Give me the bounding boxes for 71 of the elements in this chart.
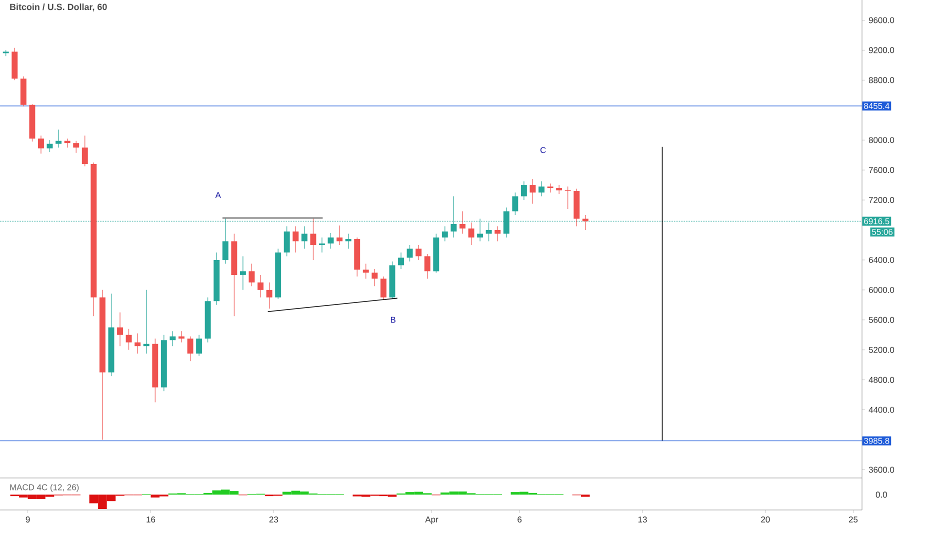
- y-tick-label: 7600.0: [868, 167, 894, 174]
- candlestick: [240, 256, 246, 290]
- annotation: C: [540, 147, 546, 154]
- candlestick: [266, 282, 272, 309]
- text: 0.0: [876, 492, 887, 498]
- candlestick: [442, 226, 448, 242]
- candlestick: [248, 263, 255, 286]
- candlestick: [187, 336, 194, 362]
- y-tick-label: 6400.0: [868, 256, 894, 263]
- candlestick: [486, 222, 492, 242]
- candlestick: [46, 140, 53, 152]
- candlestick: [424, 254, 430, 279]
- candlestick: [38, 135, 44, 154]
- candlestick: [416, 244, 422, 260]
- candlestick: [284, 226, 290, 257]
- candlestick: [556, 184, 562, 194]
- candlestick: [126, 328, 132, 350]
- candlestick: [459, 210, 466, 234]
- candlestick: [372, 268, 378, 286]
- candlestick: [318, 237, 325, 253]
- candlestick: [398, 252, 404, 270]
- candlestick: [582, 214, 588, 230]
- candlestick: [520, 180, 527, 200]
- candlestick: [301, 226, 308, 250]
- candlestick: [512, 192, 518, 216]
- chart-title: MACD 4C (12, 26): [10, 484, 79, 492]
- x-tick-label: 23: [269, 516, 278, 522]
- candlestick: [494, 226, 501, 242]
- candlestick: [134, 333, 141, 354]
- x-tick-label: 25: [848, 516, 858, 522]
- annotation: A: [215, 192, 221, 198]
- candlestick: [73, 140, 80, 154]
- candlestick: [117, 312, 124, 346]
- candlestick: [328, 232, 334, 250]
- candlestick: [196, 334, 202, 356]
- y-tick-label: 8000.0: [868, 137, 894, 144]
- candlestick: [468, 222, 474, 246]
- y-tick-label: 7200.0: [868, 197, 894, 204]
- candlestick: [56, 129, 62, 148]
- y-tick-label: 5600.0: [868, 316, 894, 323]
- y-tick-label: 5200.0: [868, 346, 894, 353]
- candlestick: [258, 274, 264, 298]
- candlestick: [530, 178, 536, 204]
- candlestick: [310, 218, 316, 260]
- x-tick-label: 13: [638, 516, 647, 522]
- x-tick-label: 9: [26, 516, 30, 522]
- y-tick-label: 9200.0: [868, 47, 894, 54]
- ref-line-label: 8455.4: [864, 102, 890, 109]
- annotation: B: [390, 316, 396, 323]
- ref-line-label: 3985.8: [864, 438, 890, 444]
- candlestick: [380, 276, 386, 300]
- chart-title: Bitcoin / U.S. Dollar, 60: [10, 4, 107, 12]
- y-tick-label: 3600.0: [868, 466, 894, 473]
- y-tick-label: 4400.0: [868, 406, 894, 413]
- y-tick-label: 6000.0: [868, 286, 894, 293]
- text: 55:06: [872, 228, 893, 235]
- candlestick: [362, 263, 369, 279]
- ref-line-label: 6916.5: [864, 218, 890, 224]
- x-tick-label: Apr: [425, 516, 438, 524]
- candlestick: [538, 180, 544, 197]
- y-tick-label: 9600.0: [868, 17, 894, 24]
- candlestick: [82, 135, 88, 167]
- y-tick-label: 8800.0: [868, 77, 894, 84]
- candlestick: [292, 226, 299, 253]
- y-tick-label: 4800.0: [868, 376, 894, 383]
- candlestick: [170, 330, 176, 346]
- x-tick-label: 16: [146, 516, 156, 522]
- candlestick: [406, 244, 413, 262]
- x-tick-label: 6: [518, 516, 522, 522]
- x-tick-label: 20: [761, 516, 770, 522]
- candlestick: [336, 225, 343, 246]
